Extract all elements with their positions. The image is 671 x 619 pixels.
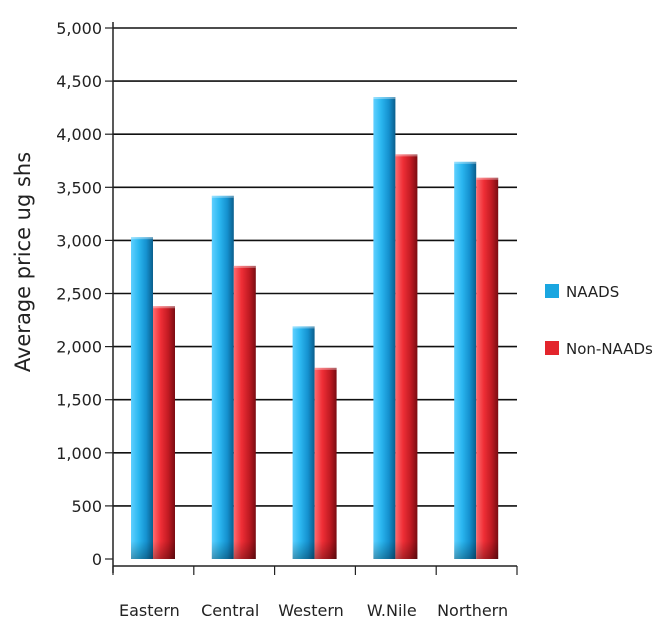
y-tick-label: 3,000	[56, 231, 102, 250]
bar-shadow	[211, 541, 234, 559]
bar-cap	[454, 161, 477, 164]
bar-cap	[373, 97, 396, 100]
y-tick-label: 1,000	[56, 444, 102, 463]
x-tick-label: Northern	[437, 601, 508, 619]
bar-naads-western	[292, 326, 315, 559]
legend-label: NAADS	[566, 283, 619, 301]
y-tick-label: 5,000	[56, 19, 102, 38]
legend-swatch	[545, 341, 559, 355]
y-axis-ticks: 0 500 1,000 1,500 2,000 2,500 3,000 3,500 4,000 4…	[56, 19, 113, 569]
x-axis-labels: Eastern Central Western W.Nile Northern	[119, 601, 508, 619]
x-tick-label: Eastern	[119, 601, 180, 619]
legend: NAADS Non-NAADs	[545, 283, 653, 358]
bar-shadow	[131, 541, 153, 559]
bar-naads-central	[211, 195, 234, 559]
bar-non-naads-eastern	[153, 306, 175, 559]
bar-non-naads-western	[314, 367, 337, 559]
bar-shadow	[395, 541, 418, 559]
y-tick-label: 2,500	[56, 285, 102, 304]
bar-shadow	[373, 541, 396, 559]
bars	[131, 97, 499, 560]
bar-naads-w-nile	[373, 97, 396, 559]
bar-naads-eastern	[131, 237, 153, 560]
bar-cap	[153, 306, 175, 309]
bar-cap	[211, 195, 234, 198]
x-tick-label: Western	[278, 601, 344, 619]
bar-cap	[476, 177, 499, 180]
y-axis-label: Average price ug shs	[11, 152, 35, 372]
x-tick-label: W.Nile	[367, 601, 417, 619]
y-tick-label: 0	[92, 550, 102, 569]
y-tick-label: 500	[71, 497, 102, 516]
bar-cap	[314, 367, 337, 370]
y-tick-label: 3,500	[56, 178, 102, 197]
bar-shadow	[314, 541, 337, 559]
bar-cap	[233, 265, 256, 268]
bar-non-naads-central	[233, 265, 256, 559]
bar-shadow	[153, 541, 175, 559]
bar-non-naads-northern	[476, 177, 499, 559]
bar-shadow	[233, 541, 256, 559]
y-tick-label: 4,500	[56, 72, 102, 91]
y-tick-label: 2,000	[56, 338, 102, 357]
bar-non-naads-w-nile	[395, 154, 418, 560]
bar-cap	[292, 326, 315, 329]
gridlines	[113, 27, 517, 507]
bar-cap	[395, 154, 418, 157]
bar-shadow	[454, 541, 477, 559]
bar-shadow	[292, 541, 315, 559]
y-tick-label: 1,500	[56, 391, 102, 410]
x-tick-label: Central	[201, 601, 259, 619]
legend-swatch	[545, 284, 559, 298]
bar-naads-northern	[454, 161, 477, 559]
bar-shadow	[476, 541, 499, 559]
bar-cap	[131, 237, 153, 240]
legend-label: Non-NAADs	[566, 340, 653, 358]
x-axis-ticks	[112, 566, 518, 575]
y-tick-label: 4,000	[56, 125, 102, 144]
